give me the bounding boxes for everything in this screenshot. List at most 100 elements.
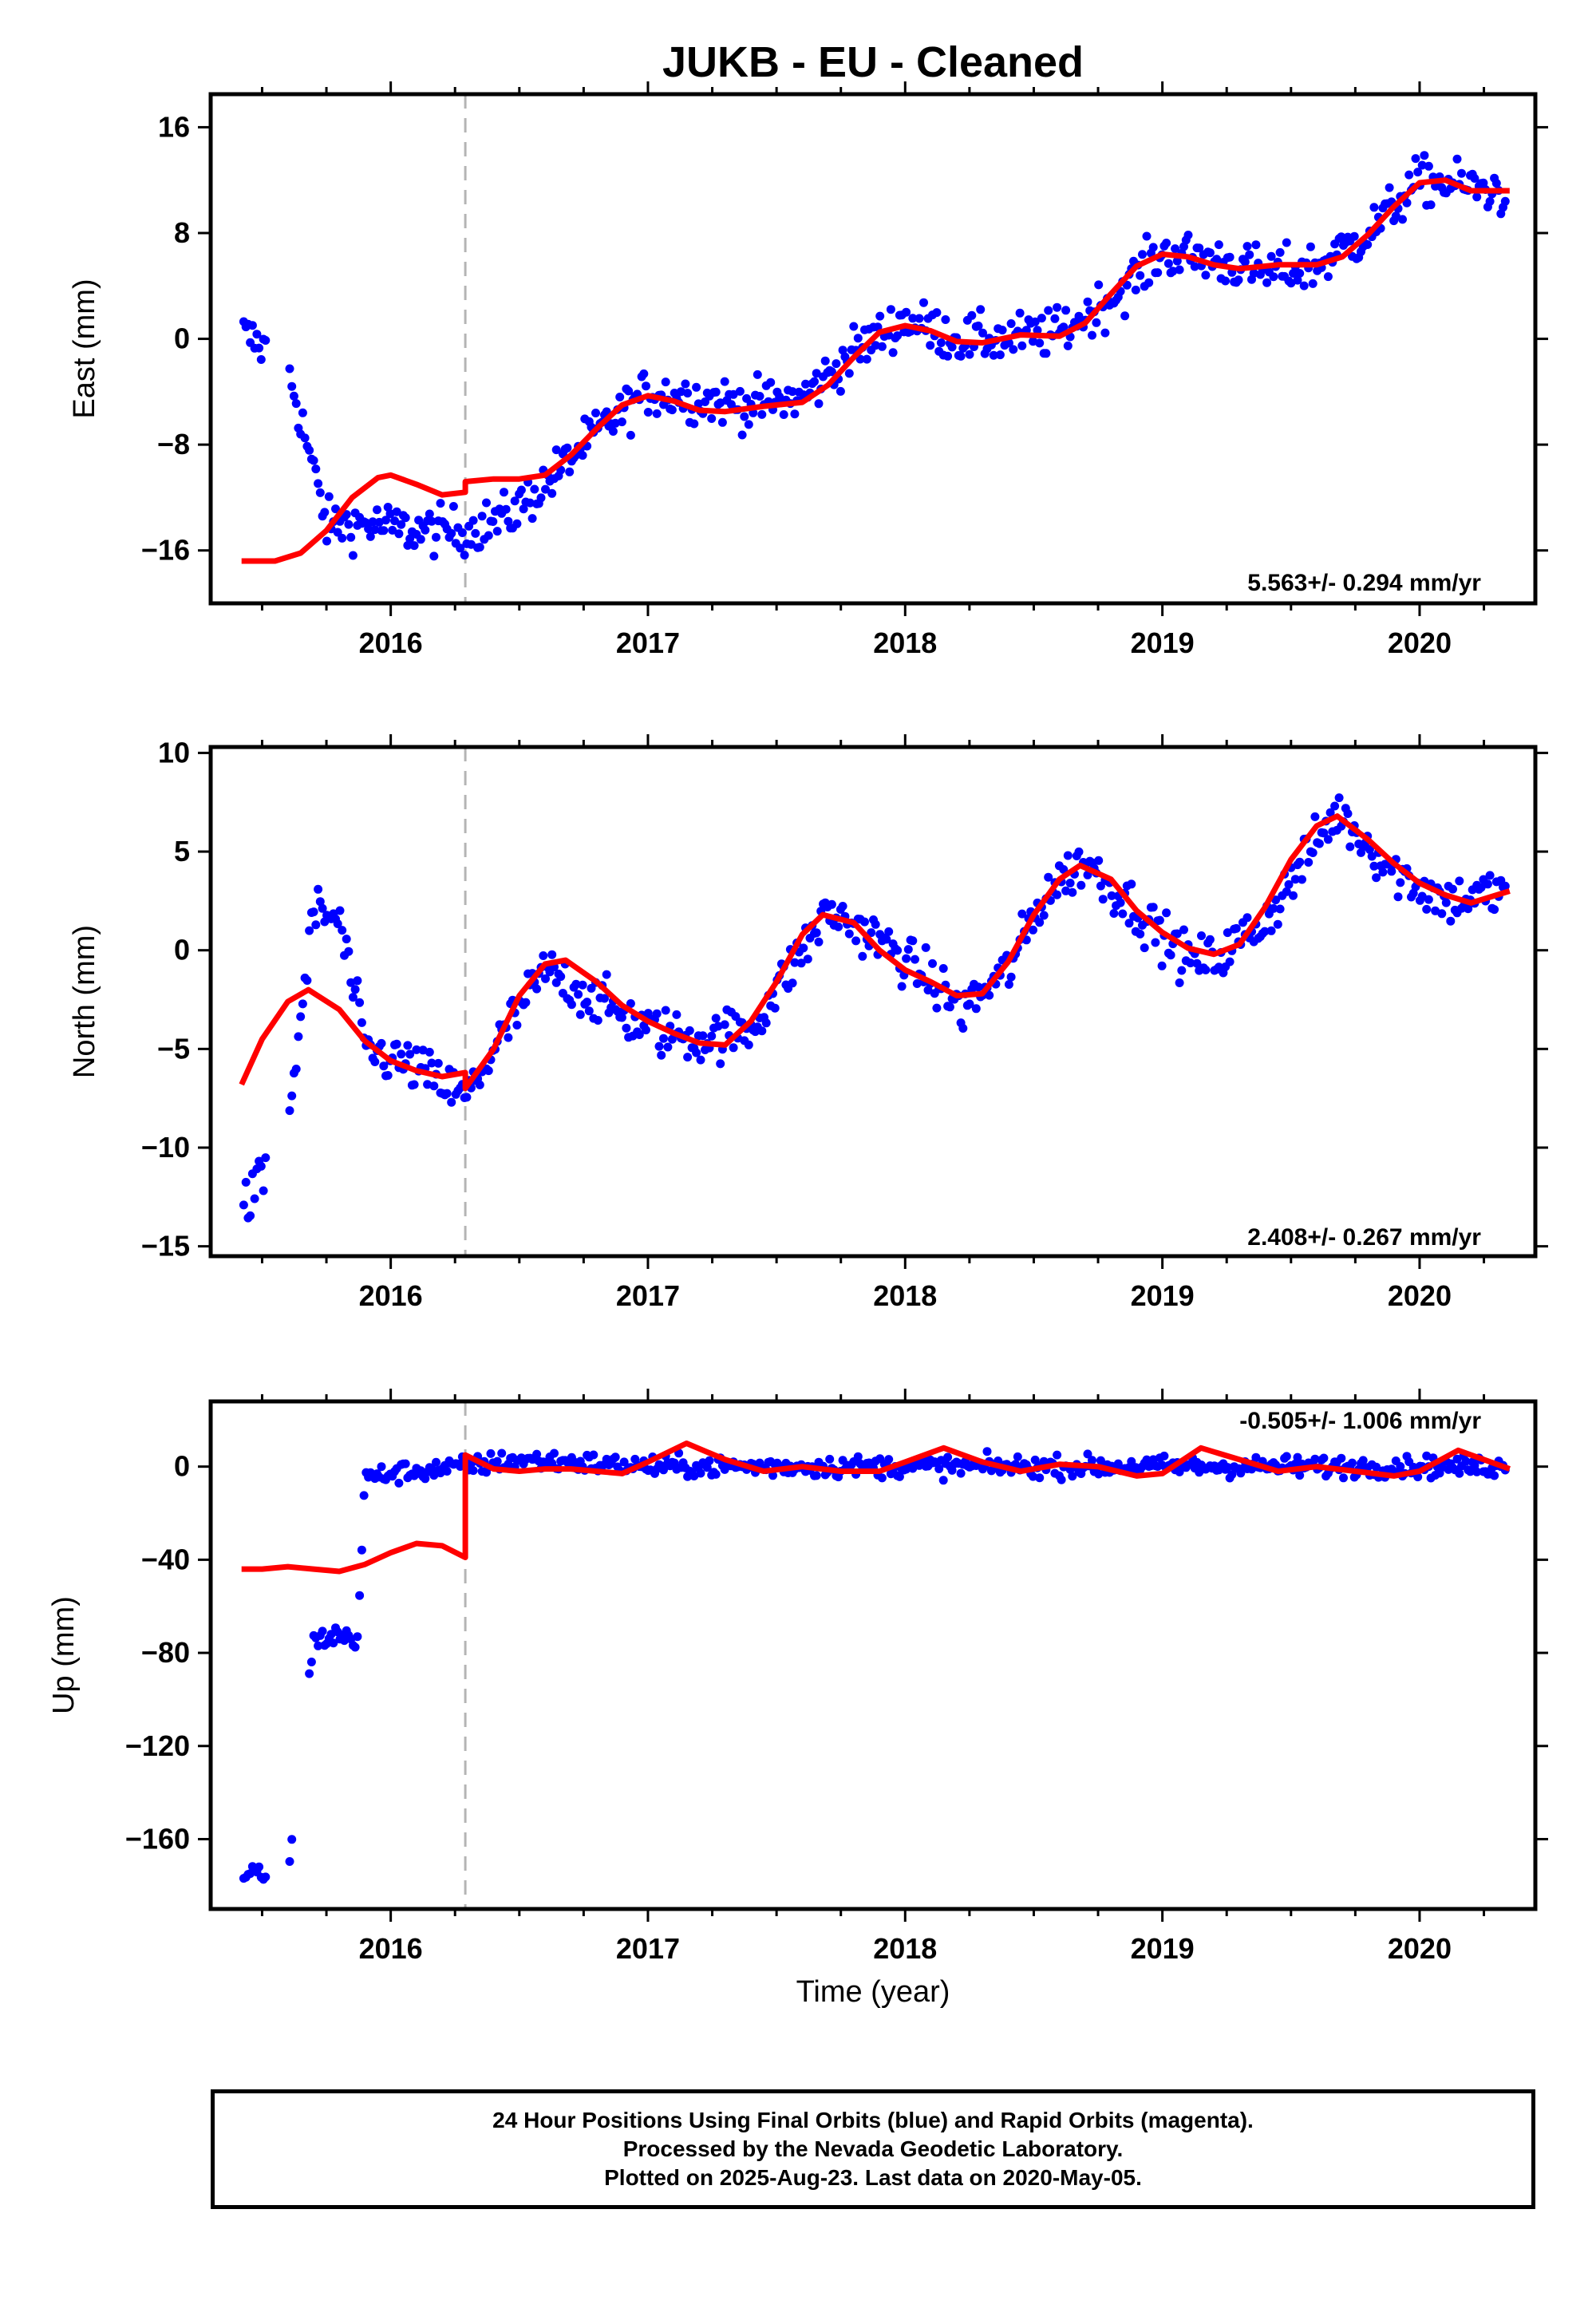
north-data-point [1464,904,1473,914]
east-data-point [1006,319,1016,328]
north-data-point [1490,905,1499,915]
up-data-point [1455,1468,1464,1478]
up-data-point [1068,1472,1077,1481]
east-data-point [974,321,983,330]
north-data-point [757,1026,767,1036]
up-data-point [1057,1475,1066,1484]
east-data-point [1242,242,1252,251]
east-data-point [285,364,294,373]
east-data-point [1402,198,1412,207]
east-data-point [1183,231,1193,239]
up-data-point [1295,1471,1305,1480]
east-data-point [1457,168,1466,178]
north-data-point [1061,886,1071,895]
east-data-point [941,315,950,324]
up-ytick-label: −40 [141,1543,190,1575]
east-data-point [1148,243,1158,252]
east-data-point [757,409,767,419]
north-data-point [1295,857,1305,867]
north-data-point [1298,875,1306,884]
east-data-point [737,430,747,440]
north-data-point [1304,858,1314,867]
up-data-point [532,1449,542,1459]
east-data-point [1424,161,1433,171]
north-ytick-label: −10 [141,1131,190,1164]
north-data-point [1039,911,1049,920]
panel-north: −15 −10 −5 0 5 10 2016 2017 2018 2019 2020 North (m… [68,734,1548,1312]
north-data-point [1205,935,1215,944]
east-data-point [477,512,487,521]
up-data-point [1053,1450,1062,1460]
north-xtick-label: 2016 [359,1279,423,1312]
east-data-point [516,485,526,495]
east-data-point [510,496,519,506]
north-data-point [1179,925,1188,935]
north-data-point [1325,808,1335,817]
north-data-point [600,994,609,1003]
north-data-point [547,950,557,959]
up-data-point [287,1835,297,1844]
up-data-point [895,1472,904,1481]
east-data-point [488,517,498,526]
north-data-point [1006,972,1016,982]
north-data-point [357,1018,366,1027]
east-data-point [1120,311,1130,321]
east-data-point [1088,330,1096,340]
east-data-point [527,514,537,524]
north-data-point [1476,883,1486,892]
east-data-point [639,369,649,378]
east-data-point [344,520,354,529]
east-data-point [591,409,600,417]
north-data-point [897,982,907,991]
north-plot-area [239,747,1511,1256]
east-data-point [1323,272,1333,282]
east-data-point [1349,231,1359,241]
east-data-point [1212,255,1222,264]
north-data-point [315,897,325,907]
up-data-point [1013,1452,1022,1461]
east-data-point [1205,248,1215,258]
east-data-point [888,348,898,358]
east-data-point [1171,244,1180,254]
east-data-point [1017,341,1027,350]
up-data-point [1227,1470,1237,1480]
north-data-point [574,990,583,999]
east-data-point [1214,240,1223,250]
north-data-point [370,1057,380,1066]
north-data-point [259,1186,268,1196]
east-data-point [1030,317,1040,326]
east-data-point [315,488,325,497]
up-model-line [241,1441,1511,1575]
north-data-point [1242,913,1252,923]
up-data-point [877,1473,887,1483]
east-data-point [936,338,946,347]
north-data-point [285,1106,294,1116]
east-data-point [1136,271,1145,280]
north-data-point [803,954,812,964]
east-data-point [902,307,911,317]
north-data-point [1308,848,1317,857]
east-data-point [1142,231,1152,241]
east-data-point [1308,279,1317,288]
east-data-point [735,386,745,396]
east-data-point [1050,314,1060,323]
east-data-point [427,516,437,526]
up-data-point [711,1469,721,1479]
east-data-point [447,528,456,538]
east-data-point [1044,306,1053,315]
east-data-point [956,351,966,361]
up-data-point [853,1452,863,1461]
east-data-point [1175,265,1184,275]
north-data-point [287,1091,297,1101]
north-data-point [1157,961,1167,970]
north-data-point [521,998,531,1007]
north-ytick-label: 0 [174,934,190,966]
east-data-point [610,418,620,428]
up-data-point [353,1632,362,1642]
east-data-point [468,516,478,525]
east-data-point [683,389,693,398]
north-data-point [578,980,587,990]
north-data-point [1271,895,1281,905]
east-data-point [1485,196,1495,206]
north-data-point [348,993,358,1002]
